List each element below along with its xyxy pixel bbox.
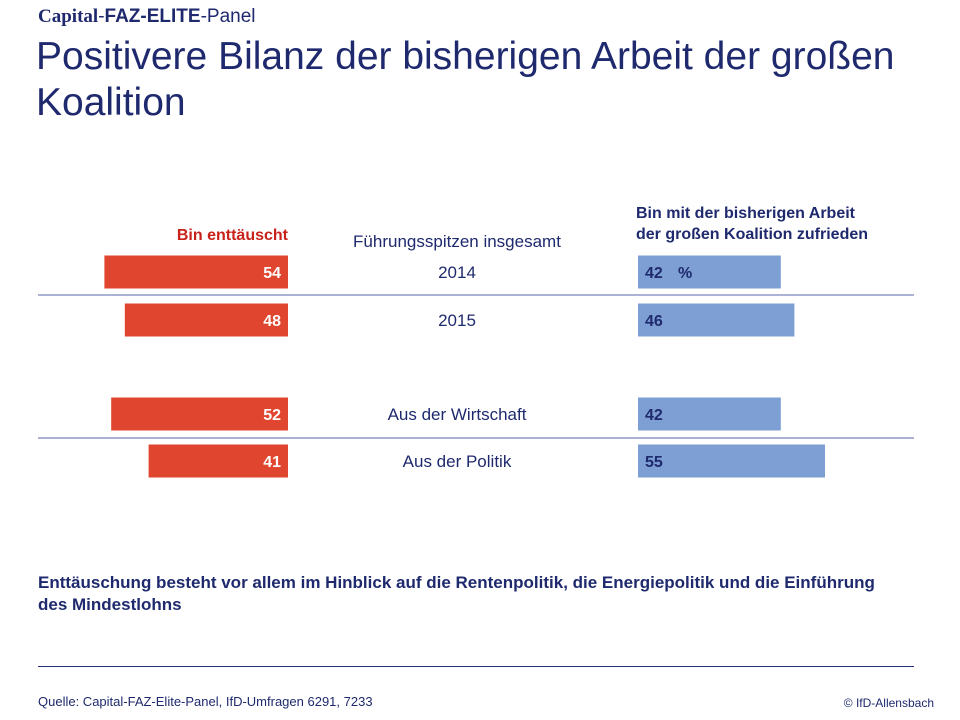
- footnote: Enttäuschung besteht vor allem im Hinbli…: [38, 573, 875, 614]
- bar-zufrieden-1: [638, 255, 781, 289]
- bar-zufrieden-4: [638, 444, 825, 478]
- copyright: © IfD-Allensbach: [843, 696, 934, 710]
- legend-right-line-2: der großen Koalition zufrieden: [636, 226, 868, 243]
- bar-enttaeuscht-2: [124, 303, 288, 337]
- brand-separator-2: -: [200, 6, 207, 27]
- label-enttaeuscht-1: 54: [263, 265, 281, 282]
- category-label-1: 2014: [438, 263, 476, 282]
- brand-faz-elite: FAZ-ELITE: [104, 6, 201, 27]
- bar-enttaeuscht-3: [111, 397, 288, 431]
- brand-separator: -: [98, 6, 105, 27]
- label-zufrieden-1: 42: [645, 265, 663, 282]
- bar-enttaeuscht-1: [104, 255, 289, 289]
- source-note: Quelle: Capital-FAZ-Elite-Panel, IfD-Umf…: [38, 694, 373, 709]
- brand-capital: Capital: [38, 6, 99, 27]
- category-label-2: 2015: [438, 311, 476, 330]
- label-zufrieden-3: 42: [645, 407, 663, 424]
- label-enttaeuscht-3: 52: [263, 407, 281, 424]
- unit-label: %: [678, 265, 692, 282]
- label-zufrieden-4: 55: [645, 454, 663, 471]
- category-label-3: Aus der Wirtschaft: [388, 405, 527, 424]
- group-label: Führungsspitzen insgesamt: [353, 232, 561, 251]
- footer-divider: [38, 666, 914, 667]
- brand-logo: Capital-FAZ-ELITE-Panel: [38, 6, 256, 28]
- label-enttaeuscht-4: 41: [263, 454, 281, 471]
- bar-chart: Bin enttäuscht Führungsspitzen insgesamt B…: [38, 205, 914, 478]
- label-zufrieden-2: 46: [645, 313, 663, 330]
- legend-right-line-1: Bin mit der bisherigen Arbeit: [636, 205, 856, 222]
- bar-zufrieden-3: [638, 397, 781, 431]
- bar-zufrieden-2: [638, 303, 795, 337]
- page-title: Positivere Bilanz der bisherigen Arbeit …: [36, 35, 895, 124]
- category-label-4: Aus der Politik: [403, 452, 512, 471]
- brand-panel: Panel: [206, 6, 256, 27]
- bar-enttaeuscht-4: [148, 444, 288, 478]
- legend-left: Bin enttäuscht: [177, 227, 289, 244]
- label-enttaeuscht-2: 48: [263, 313, 281, 330]
